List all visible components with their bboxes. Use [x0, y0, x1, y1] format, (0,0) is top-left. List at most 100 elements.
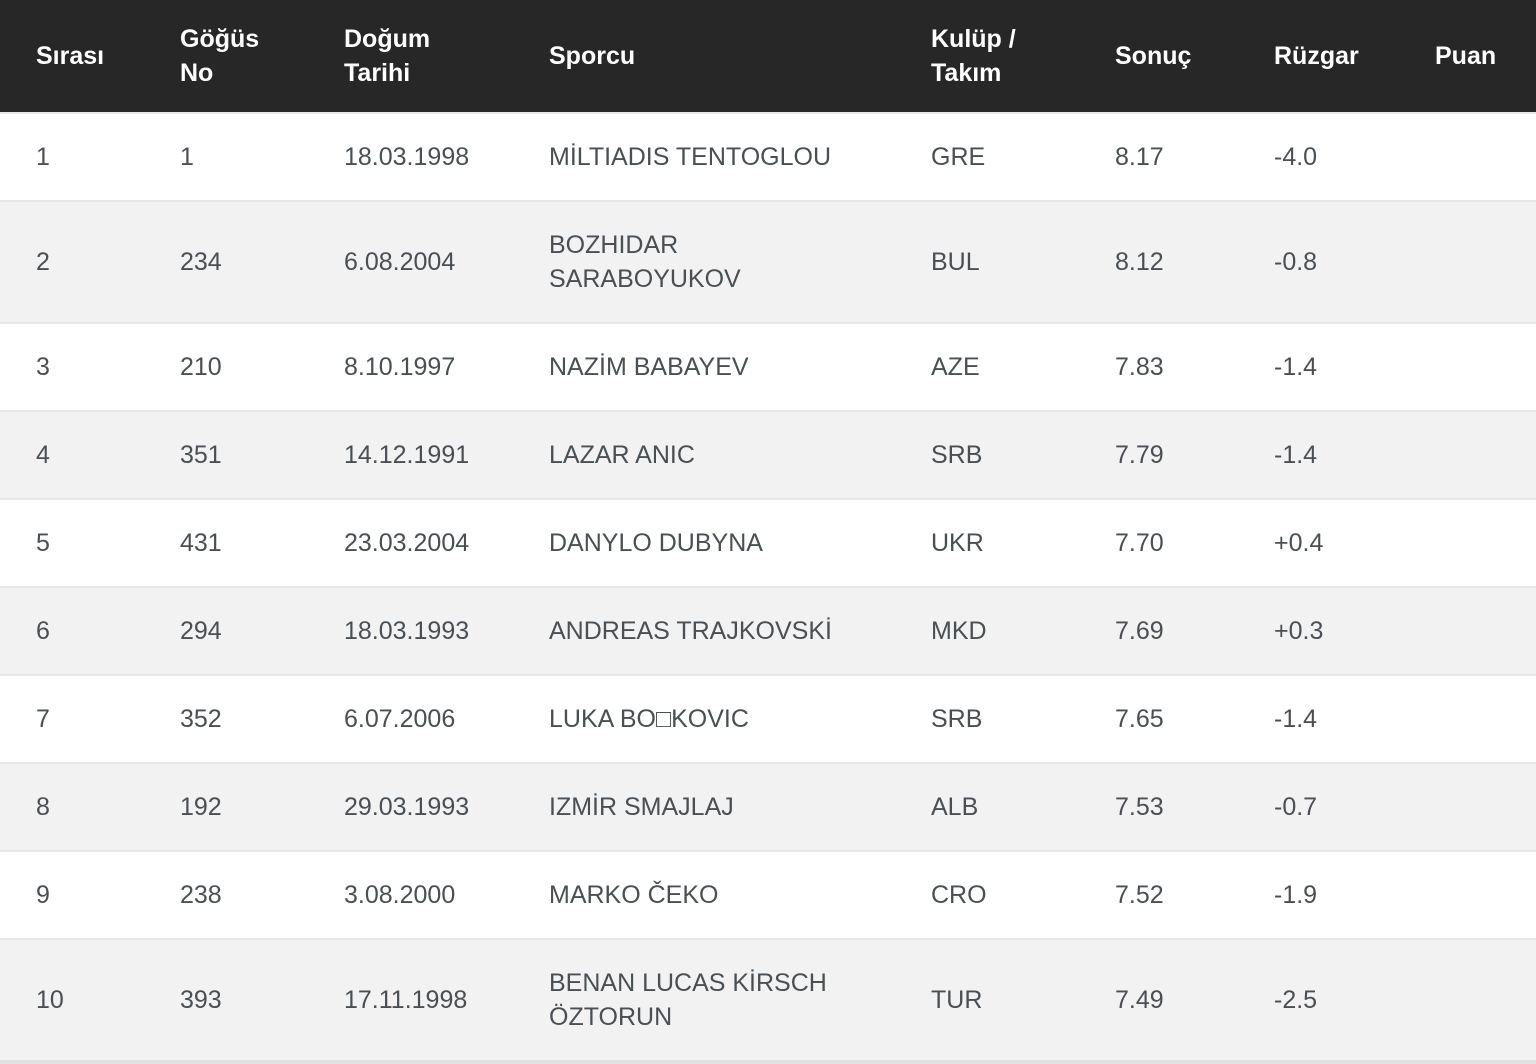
points-cell [1399, 851, 1536, 939]
results-table-header: Sırası Göğüs No Doğum Tarihi Sporcu Kulü… [0, 0, 1536, 113]
athlete-cell: MİLTIADIS TENTOGLOU [549, 143, 831, 171]
column-header-points: Puan [1399, 0, 1536, 113]
table-row: 3 210 8.10.1997 NAZİM BABAYEV AZE 7.83 -1.4 [0, 323, 1536, 411]
bib-cell: 210 [180, 353, 222, 381]
dob-cell: 6.07.2006 [344, 705, 456, 733]
bib-cell: 192 [180, 793, 222, 821]
wind-cell: -0.7 [1274, 793, 1318, 821]
dob-cell: 14.12.1991 [344, 441, 470, 469]
result-cell: 7.69 [1115, 617, 1164, 645]
rank-cell: 5 [36, 529, 50, 557]
athlete-cell: IZMİR SMAJLAJ [549, 793, 734, 821]
points-cell [1399, 587, 1536, 675]
result-cell: 8.17 [1115, 143, 1164, 171]
wind-cell: -1.4 [1274, 441, 1318, 469]
athlete-cell: LAZAR ANIC [549, 441, 695, 469]
result-cell: 7.53 [1115, 793, 1164, 821]
wind-cell: -4.0 [1274, 143, 1318, 171]
column-header-team: Kulüp / Takım [895, 0, 1079, 113]
points-cell [1399, 411, 1536, 499]
points-cell [1399, 939, 1536, 1062]
rank-cell: 8 [36, 793, 50, 821]
rank-cell: 6 [36, 617, 50, 645]
rank-cell: 2 [36, 248, 50, 276]
table-row: 1 1 18.03.1998 MİLTIADIS TENTOGLOU GRE 8.17 -4… [0, 113, 1536, 201]
column-header-dob: Doğum Tarihi [308, 0, 513, 113]
points-cell [1399, 323, 1536, 411]
table-row: 5 431 23.03.2004 DANYLO DUBYNA UKR 7.70 +0.4 [0, 499, 1536, 587]
results-table-body: 1 1 18.03.1998 MİLTIADIS TENTOGLOU GRE 8.17 -4… [0, 113, 1536, 1062]
result-cell: 7.65 [1115, 705, 1164, 733]
athlete-cell: DANYLO DUBYNA [549, 529, 763, 557]
team-cell: GRE [931, 143, 986, 171]
dob-cell: 6.08.2004 [344, 248, 456, 276]
table-row: 4 351 14.12.1991 LAZAR ANIC SRB 7.79 -1.4 [0, 411, 1536, 499]
dob-cell: 17.11.1998 [344, 986, 468, 1014]
points-cell [1399, 201, 1536, 323]
athlete-cell: LUKA BO□KOVIC [549, 705, 749, 733]
table-row: 10 393 17.11.1998 BENAN LUCAS KİRSCH ÖZTORU… [0, 939, 1536, 1062]
column-header-rank: Sırası [0, 0, 144, 113]
team-cell: SRB [931, 705, 983, 733]
athlete-cell: NAZİM BABAYEV [549, 353, 749, 381]
dob-cell: 8.10.1997 [344, 353, 456, 381]
dob-cell: 18.03.1993 [344, 617, 470, 645]
result-cell: 7.52 [1115, 881, 1164, 909]
team-cell: TUR [931, 986, 983, 1014]
wind-cell: -0.8 [1274, 248, 1318, 276]
table-row: 8 192 29.03.1993 IZMİR SMAJLAJ ALB 7.53 -0.7 [0, 763, 1536, 851]
bib-cell: 352 [180, 705, 222, 733]
dob-cell: 18.03.1998 [344, 143, 470, 171]
column-header-result: Sonuç [1079, 0, 1238, 113]
dob-cell: 23.03.2004 [344, 529, 470, 557]
bib-cell: 238 [180, 881, 222, 909]
team-cell: ALB [931, 793, 979, 821]
points-cell [1399, 113, 1536, 201]
athlete-cell: BOZHIDAR SARABOYUKOV [549, 231, 741, 293]
team-cell: MKD [931, 617, 987, 645]
wind-cell: +0.3 [1274, 617, 1324, 645]
points-cell [1399, 763, 1536, 851]
bib-cell: 234 [180, 248, 222, 276]
points-cell [1399, 499, 1536, 587]
header-row: Sırası Göğüs No Doğum Tarihi Sporcu Kulü… [0, 0, 1536, 113]
wind-cell: +0.4 [1274, 529, 1324, 557]
result-cell: 7.83 [1115, 353, 1164, 381]
athlete-cell: ANDREAS TRAJKOVSKİ [549, 617, 832, 645]
team-cell: CRO [931, 881, 987, 909]
bib-cell: 1 [180, 143, 194, 171]
bib-cell: 393 [180, 986, 222, 1014]
column-header-athlete: Sporcu [513, 0, 895, 113]
rank-cell: 10 [36, 986, 64, 1014]
table-row: 7 352 6.07.2006 LUKA BO□KOVIC SRB 7.65 -1.4 [0, 675, 1536, 763]
wind-cell: -2.5 [1274, 986, 1318, 1014]
wind-cell: -1.4 [1274, 705, 1318, 733]
table-row: 2 234 6.08.2004 BOZHIDAR SARABOYUKOV BUL 8.12… [0, 201, 1536, 323]
result-cell: 7.79 [1115, 441, 1164, 469]
result-cell: 7.49 [1115, 986, 1164, 1014]
dob-cell: 29.03.1993 [344, 793, 470, 821]
rank-cell: 4 [36, 441, 50, 469]
result-cell: 8.12 [1115, 248, 1164, 276]
bib-cell: 351 [180, 441, 222, 469]
team-cell: BUL [931, 248, 980, 276]
athlete-cell: MARKO ČEKO [549, 881, 719, 909]
team-cell: UKR [931, 529, 984, 557]
points-cell [1399, 675, 1536, 763]
wind-cell: -1.4 [1274, 353, 1318, 381]
table-row: 9 238 3.08.2000 MARKO ČEKO CRO 7.52 -1.9 [0, 851, 1536, 939]
team-cell: SRB [931, 441, 983, 469]
column-header-wind: Rüzgar [1238, 0, 1399, 113]
bib-cell: 294 [180, 617, 222, 645]
column-header-bib: Göğüs No [144, 0, 308, 113]
table-row: 6 294 18.03.1993 ANDREAS TRAJKOVSKİ MKD 7.69 +… [0, 587, 1536, 675]
dob-cell: 3.08.2000 [344, 881, 456, 909]
athlete-cell: BENAN LUCAS KİRSCH ÖZTORUN [549, 969, 827, 1031]
rank-cell: 3 [36, 353, 50, 381]
rank-cell: 7 [36, 705, 50, 733]
bib-cell: 431 [180, 529, 222, 557]
rank-cell: 1 [36, 143, 50, 171]
rank-cell: 9 [36, 881, 50, 909]
